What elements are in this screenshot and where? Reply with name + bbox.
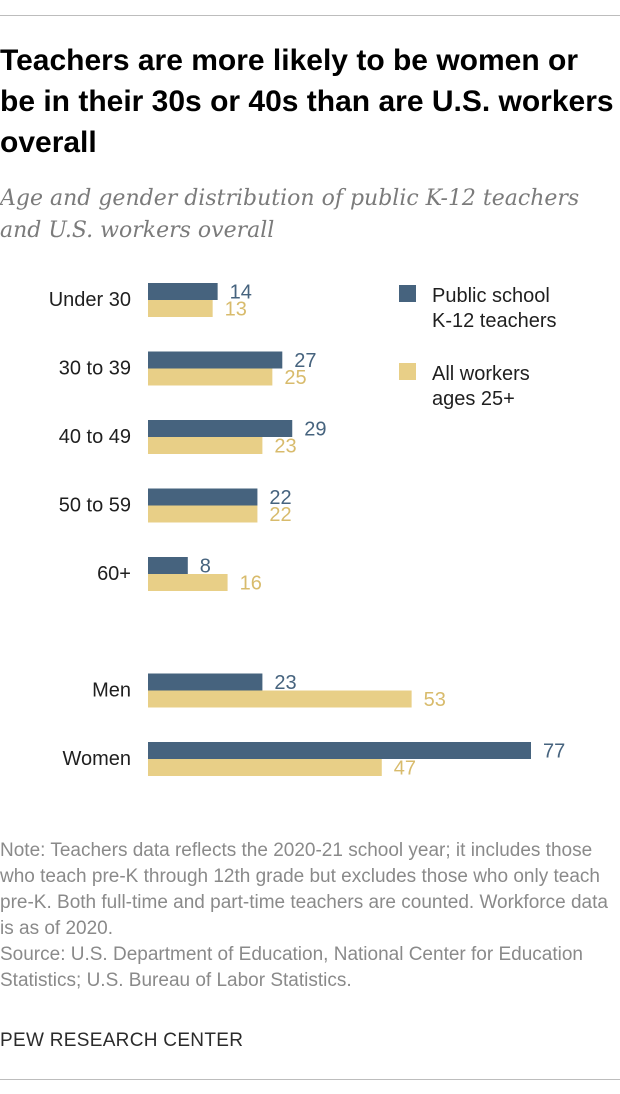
value-label-public-school-k-12-teachers-under-30: 14 xyxy=(230,282,252,304)
bar-all-workers-ages-25-women xyxy=(148,759,382,776)
value-label-all-workers-ages-25-60: 16 xyxy=(240,573,262,595)
bar-all-workers-ages-25-under-30 xyxy=(148,300,213,317)
value-label-public-school-k-12-teachers-40-to-49: 29 xyxy=(304,419,326,441)
bar-all-workers-ages-25-50-to-59 xyxy=(148,505,258,523)
bar-public-school-k-12-teachers-men xyxy=(148,673,263,691)
value-label-all-workers-ages-25-women: 47 xyxy=(394,758,416,780)
chart-subtitle: Age and gender distribution of public K-… xyxy=(0,186,580,243)
category-label-men: Men xyxy=(92,680,131,702)
legend-label-all-workers-ages-25: All workers ages 25+ xyxy=(432,363,530,410)
value-label-public-school-k-12-teachers-women: 77 xyxy=(543,741,565,763)
category-label-40-to-49: 40 to 49 xyxy=(59,426,131,448)
bar-public-school-k-12-teachers-60 xyxy=(148,557,188,574)
chart-note: Note: Teachers data reflects the 2020-21… xyxy=(0,838,620,994)
bar-all-workers-ages-25-men xyxy=(148,690,412,708)
bar-all-workers-ages-25-60 xyxy=(148,574,228,591)
bar-all-workers-ages-25-40-to-49 xyxy=(148,437,263,454)
category-label-60: 60+ xyxy=(97,563,131,585)
bar-public-school-k-12-teachers-women xyxy=(148,742,531,759)
value-label-public-school-k-12-teachers-men: 23 xyxy=(274,672,296,694)
bottom-rule xyxy=(0,1079,620,1080)
category-label-women: Women xyxy=(62,748,131,770)
bar-public-school-k-12-teachers-50-to-59 xyxy=(148,488,258,506)
pew-footer: PEW RESEARCH CENTER xyxy=(0,1030,244,1051)
value-label-all-workers-ages-25-men: 53 xyxy=(424,689,446,711)
value-label-all-workers-ages-25-under-30: 13 xyxy=(225,299,247,321)
category-label-30-to-39: 30 to 39 xyxy=(59,358,131,380)
category-label-50-to-59: 50 to 59 xyxy=(59,495,131,517)
legend-swatch-public-school-k-12-teachers xyxy=(399,285,416,302)
source-text: Source: U.S. Department of Education, Na… xyxy=(0,944,583,991)
chart-title: Teachers are more likely to be women or … xyxy=(0,44,614,159)
value-label-public-school-k-12-teachers-30-to-39: 27 xyxy=(294,350,316,372)
value-label-public-school-k-12-teachers-50-to-59: 22 xyxy=(269,487,291,509)
value-label-all-workers-ages-25-50-to-59: 22 xyxy=(269,504,291,526)
value-label-all-workers-ages-25-40-to-49: 23 xyxy=(274,436,296,458)
value-label-all-workers-ages-25-30-to-39: 25 xyxy=(284,367,306,389)
bar-public-school-k-12-teachers-30-to-39 xyxy=(148,351,283,369)
value-label-public-school-k-12-teachers-60: 8 xyxy=(200,556,211,578)
bar-public-school-k-12-teachers-40-to-49 xyxy=(148,420,293,437)
legend-swatch-all-workers-ages-25 xyxy=(399,363,416,380)
note-text: Note: Teachers data reflects the 2020-21… xyxy=(0,840,608,939)
legend: Public school K-12 teachers All workers age… xyxy=(399,285,557,410)
category-label-under-30: Under 30 xyxy=(49,289,131,311)
legend-label-public-school-k-12-teachers: Public school K-12 teachers xyxy=(432,285,557,332)
bar-public-school-k-12-teachers-under-30 xyxy=(148,283,218,300)
bar-all-workers-ages-25-30-to-39 xyxy=(148,368,273,386)
top-rule xyxy=(0,15,620,16)
